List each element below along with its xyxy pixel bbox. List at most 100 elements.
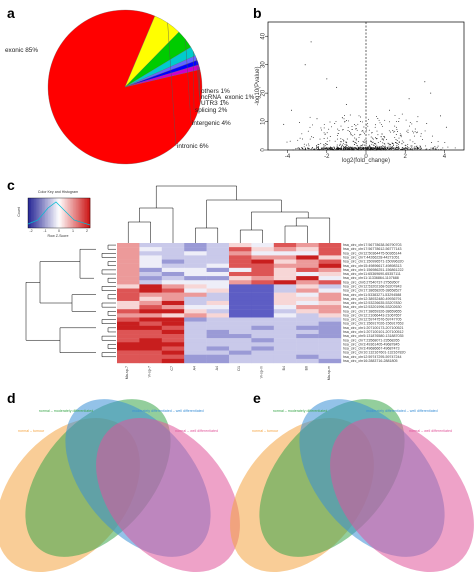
heatmap-cell [184,284,207,289]
heatmap-cell [296,288,319,293]
volcano-point [426,123,428,124]
volcano-point [349,147,351,149]
volcano-point [328,148,330,150]
volcano-point [401,147,403,149]
volcano-point [393,149,395,151]
volcano-point [326,147,327,149]
volcano-point [313,148,315,150]
heatmap-cell [229,288,252,293]
volcano-point [434,147,436,149]
volcano-point [434,148,436,150]
volcano-point [377,118,379,119]
volcano-point [396,129,398,130]
volcano-point [374,149,376,151]
volcano-point [365,124,367,126]
row-dendrogram-branch [107,344,116,349]
volcano-point [329,140,331,142]
volcano-point [324,147,326,149]
heatmap-row-label: hsa_circ_chr15:49896617-49898313 [343,264,402,268]
heatmap-cell [117,358,140,364]
heatmap-cell [273,329,297,335]
heatmap-cell [229,309,252,314]
heatmap-cell [139,296,162,302]
volcano-point [419,147,421,149]
volcano-point [405,149,407,151]
heatmap-cell [184,263,207,269]
volcano-point [395,148,397,150]
volcano-point [379,147,381,149]
pie-label-3: splicing 2% [195,107,228,114]
heatmap-cell [184,296,207,302]
volcano-point [353,149,355,151]
heatmap-cell [161,309,185,314]
heatmap-cell [318,321,342,326]
volcano-point [355,139,357,141]
heatmap-cell [251,346,274,351]
volcano-point [377,146,379,148]
volcano-point [368,148,370,150]
volcano-point [340,141,342,143]
heatmap-cell [296,338,319,343]
volcano-point [409,149,411,150]
heatmap-cell [139,334,162,339]
volcano-point [368,146,370,148]
heatmap-row-label: hsa_circ_chr1:156917026-156917653 [343,322,404,326]
volcano-point [362,140,364,142]
heatmap-cell [296,271,319,277]
volcano-point [346,144,348,146]
volcano-point [320,127,322,129]
volcano-point [320,142,322,144]
volcano-point [402,149,403,151]
volcano-point [454,147,456,149]
volcano-point [390,148,392,150]
heatmap-cell [139,267,162,273]
volcano-point [318,147,320,149]
volcano-point [401,143,403,145]
volcano-point [416,132,418,134]
heatmap-cell [296,259,319,264]
volcano-point [387,142,389,144]
volcano-point [352,135,354,137]
color-key-tick: 2 [86,229,88,233]
volcano-point [329,149,331,151]
heatmap-cell [117,300,140,306]
volcano-point [304,149,306,151]
color-key-band [35,198,38,228]
color-key-band [31,198,33,228]
heatmap-grid [117,243,342,364]
heatmap-cell [139,280,162,285]
row-dendrogram-branch [101,286,116,291]
heatmap-cell [161,346,185,351]
volcano-point [405,144,407,146]
volcano-point [356,142,357,144]
volcano-point [375,137,376,139]
row-dendrogram-branch [101,335,116,341]
volcano-point [302,148,304,149]
volcano-point [376,148,378,150]
volcano-point [375,138,377,140]
heatmap-cell [161,263,185,269]
volcano-point [307,147,308,149]
volcano-point [340,141,342,143]
row-dendrogram-branch [107,294,116,300]
heatmap-cell [229,321,252,326]
color-key-xlabel: Row Z-Score [48,234,69,238]
volcano-point [337,148,339,150]
heatmap-cell [273,321,297,326]
volcano-point [386,147,388,149]
heatmap-cell [273,309,297,314]
volcano-point [399,135,401,137]
heatmap-cell [184,342,207,347]
color-key-band [37,198,40,228]
heatmap-cell [318,271,342,277]
volcano-point [436,147,438,149]
heatmap-cell [139,284,162,289]
volcano-point [382,142,384,144]
volcano-point [300,147,302,149]
heatmap-cell [296,300,319,306]
heatmap-cell [229,280,252,285]
heatmap-cell [296,305,319,310]
volcano-point [372,144,374,146]
heatmap-cell [206,350,230,355]
volcano-point [369,147,371,149]
